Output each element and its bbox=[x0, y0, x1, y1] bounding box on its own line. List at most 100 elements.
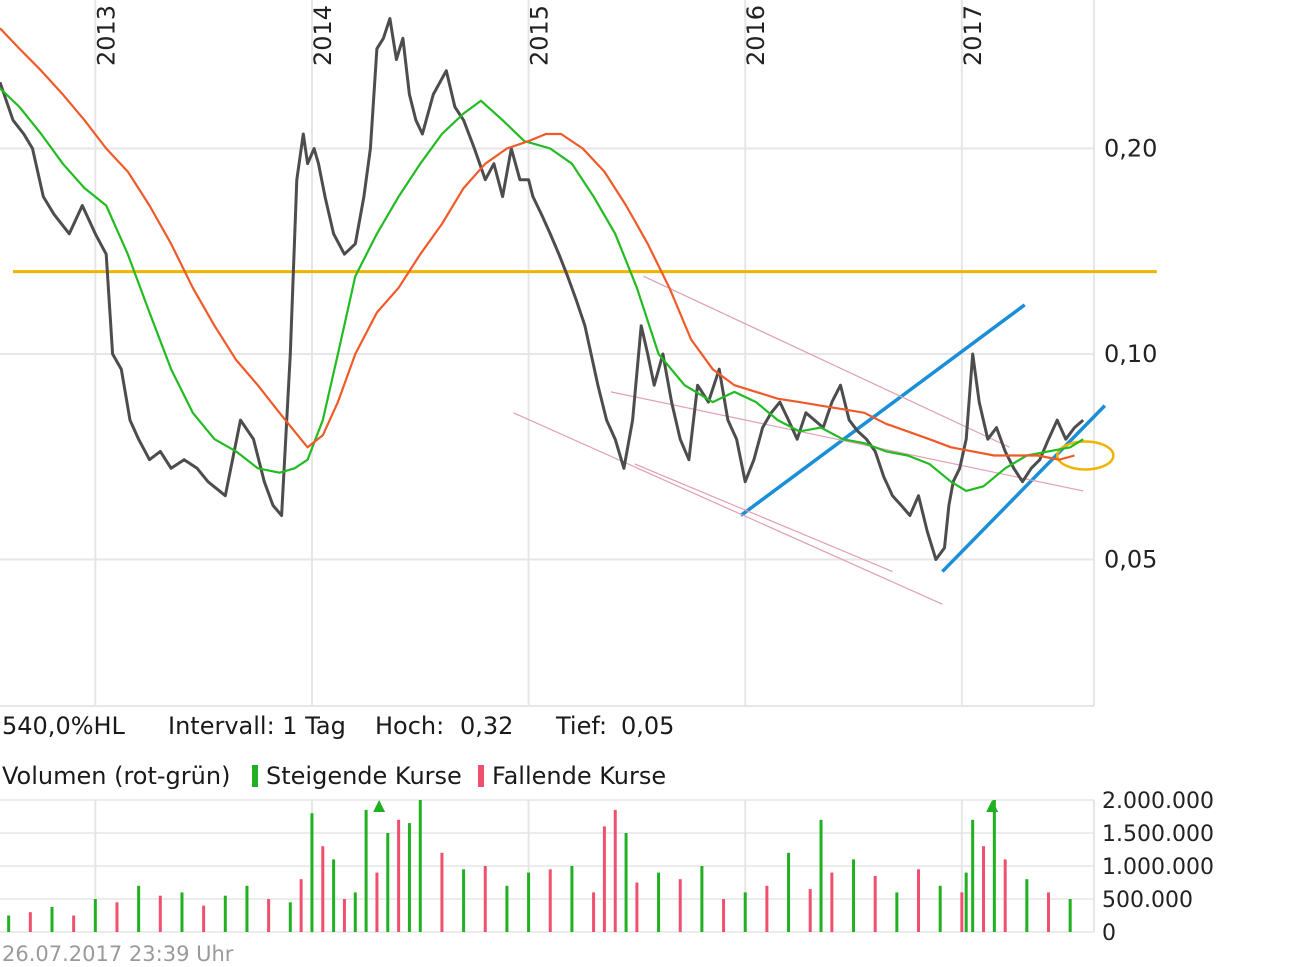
volume-bar bbox=[375, 872, 379, 932]
volume-bar bbox=[527, 872, 531, 932]
volume-bar bbox=[982, 846, 986, 932]
timestamp: 26.07.2017 23:39 Uhr bbox=[2, 942, 234, 966]
year-tick-label: 2014 bbox=[309, 5, 337, 66]
volume-bar bbox=[321, 846, 325, 932]
volume-bar bbox=[964, 872, 968, 932]
volume-bar bbox=[7, 915, 11, 932]
high-label: Hoch: bbox=[375, 712, 445, 740]
volume-bar bbox=[624, 833, 628, 932]
volume-bar bbox=[115, 902, 119, 932]
volume-bar bbox=[386, 833, 390, 932]
wedge-trendline bbox=[634, 463, 893, 573]
volume-bar bbox=[245, 885, 249, 932]
volume-bar bbox=[830, 872, 834, 932]
falling-swatch bbox=[478, 765, 484, 787]
volume-bar bbox=[180, 892, 184, 932]
year-tick-label: 2017 bbox=[959, 5, 987, 66]
volume-bar bbox=[72, 915, 76, 932]
volume-axis-ticks: 2.000.000 1.500.000 1.000.000 500.000 0 bbox=[1102, 789, 1214, 946]
interval-label: Intervall: 1 Tag bbox=[168, 712, 346, 740]
volume-bar bbox=[960, 892, 964, 932]
volume-bar bbox=[418, 800, 422, 932]
volume-bar bbox=[202, 905, 206, 932]
volume-bar bbox=[635, 882, 639, 932]
volume-bar bbox=[50, 906, 54, 932]
volume-bar bbox=[808, 889, 812, 932]
volume-bar bbox=[342, 899, 346, 932]
channel-trendline bbox=[941, 404, 1107, 573]
volume-bars bbox=[7, 800, 1072, 932]
volume-bar bbox=[592, 892, 596, 932]
volume-grid bbox=[0, 799, 1095, 933]
channel-trendline bbox=[739, 303, 1026, 517]
volume-bar bbox=[299, 879, 303, 932]
legend-falling-label: Fallende Kurse bbox=[492, 762, 667, 790]
volume-bar bbox=[678, 879, 682, 932]
volume-bar bbox=[917, 869, 921, 932]
volume-bar bbox=[787, 852, 791, 932]
volume-legend-title: Volumen (rot-grün) bbox=[2, 762, 231, 790]
volume-bar bbox=[137, 885, 141, 932]
volume-bar bbox=[819, 819, 823, 932]
price-tick-label: 0,05 bbox=[1104, 545, 1157, 573]
volume-bar bbox=[353, 892, 357, 932]
price-grid bbox=[0, 0, 1095, 707]
volume-bar bbox=[505, 885, 509, 932]
volume-bar bbox=[1003, 859, 1007, 932]
volume-tick-label: 1.500.000 bbox=[1102, 822, 1214, 847]
volume-bar bbox=[548, 869, 552, 932]
volume-bar bbox=[158, 895, 162, 932]
volume-overflow-arrow bbox=[986, 800, 999, 812]
volume-bar bbox=[483, 866, 487, 932]
volume-bar bbox=[364, 809, 368, 932]
volume-bar bbox=[992, 800, 996, 932]
volume-bar bbox=[722, 899, 726, 932]
volume-tick-label: 0 bbox=[1102, 921, 1116, 946]
price-axis-ticks: 2013 2014 2015 2016 2017 0,20 0,10 0,05 bbox=[92, 5, 1157, 574]
volume-bar bbox=[223, 895, 227, 932]
volume-bar bbox=[462, 869, 466, 932]
volume-bar bbox=[570, 866, 574, 932]
legend-rising: Steigende Kurse bbox=[252, 762, 462, 790]
legend-falling: Fallende Kurse bbox=[478, 762, 666, 790]
range-label: 540,0%HL bbox=[2, 712, 125, 740]
wedge-trendline bbox=[610, 391, 1084, 492]
volume-bar bbox=[310, 813, 314, 932]
year-tick-label: 2015 bbox=[526, 5, 554, 66]
volume-tick-label: 2.000.000 bbox=[1102, 789, 1214, 814]
volume-bar bbox=[267, 899, 271, 932]
volume-bar bbox=[602, 826, 606, 932]
low-value: 0,05 bbox=[621, 712, 675, 740]
volume-bar bbox=[1025, 879, 1029, 932]
volume-tick-label: 500.000 bbox=[1102, 888, 1193, 913]
legend-rising-label: Steigende Kurse bbox=[266, 762, 462, 790]
volume-bar bbox=[971, 819, 975, 932]
volume-bar bbox=[613, 809, 617, 932]
volume-bar bbox=[852, 859, 856, 932]
low-label: Tief: bbox=[556, 712, 608, 740]
price-series bbox=[0, 17, 1085, 561]
price-line bbox=[0, 17, 1085, 561]
highlight-ellipse bbox=[1056, 440, 1115, 471]
volume-bar bbox=[93, 899, 97, 932]
wedge-trendline bbox=[513, 412, 943, 605]
volume-bar bbox=[938, 885, 942, 932]
volume-bar bbox=[1068, 899, 1072, 932]
volume-bar bbox=[332, 859, 336, 932]
ma_short-line bbox=[0, 87, 1084, 492]
year-tick-label: 2016 bbox=[742, 5, 770, 66]
volume-bar bbox=[397, 819, 401, 932]
rising-swatch bbox=[252, 765, 258, 787]
ma_long-line bbox=[0, 27, 1075, 461]
volume-bar bbox=[657, 872, 661, 932]
volume-bar bbox=[440, 852, 444, 932]
volume-bar bbox=[28, 912, 32, 932]
volume-bar bbox=[288, 902, 292, 932]
volume-bar bbox=[1047, 892, 1051, 932]
year-tick-label: 2013 bbox=[92, 5, 120, 66]
wedge-trendline bbox=[643, 275, 1010, 448]
price-tick-label: 0,20 bbox=[1104, 134, 1157, 162]
high-value: 0,32 bbox=[460, 712, 514, 740]
price-tick-label: 0,10 bbox=[1104, 340, 1157, 368]
